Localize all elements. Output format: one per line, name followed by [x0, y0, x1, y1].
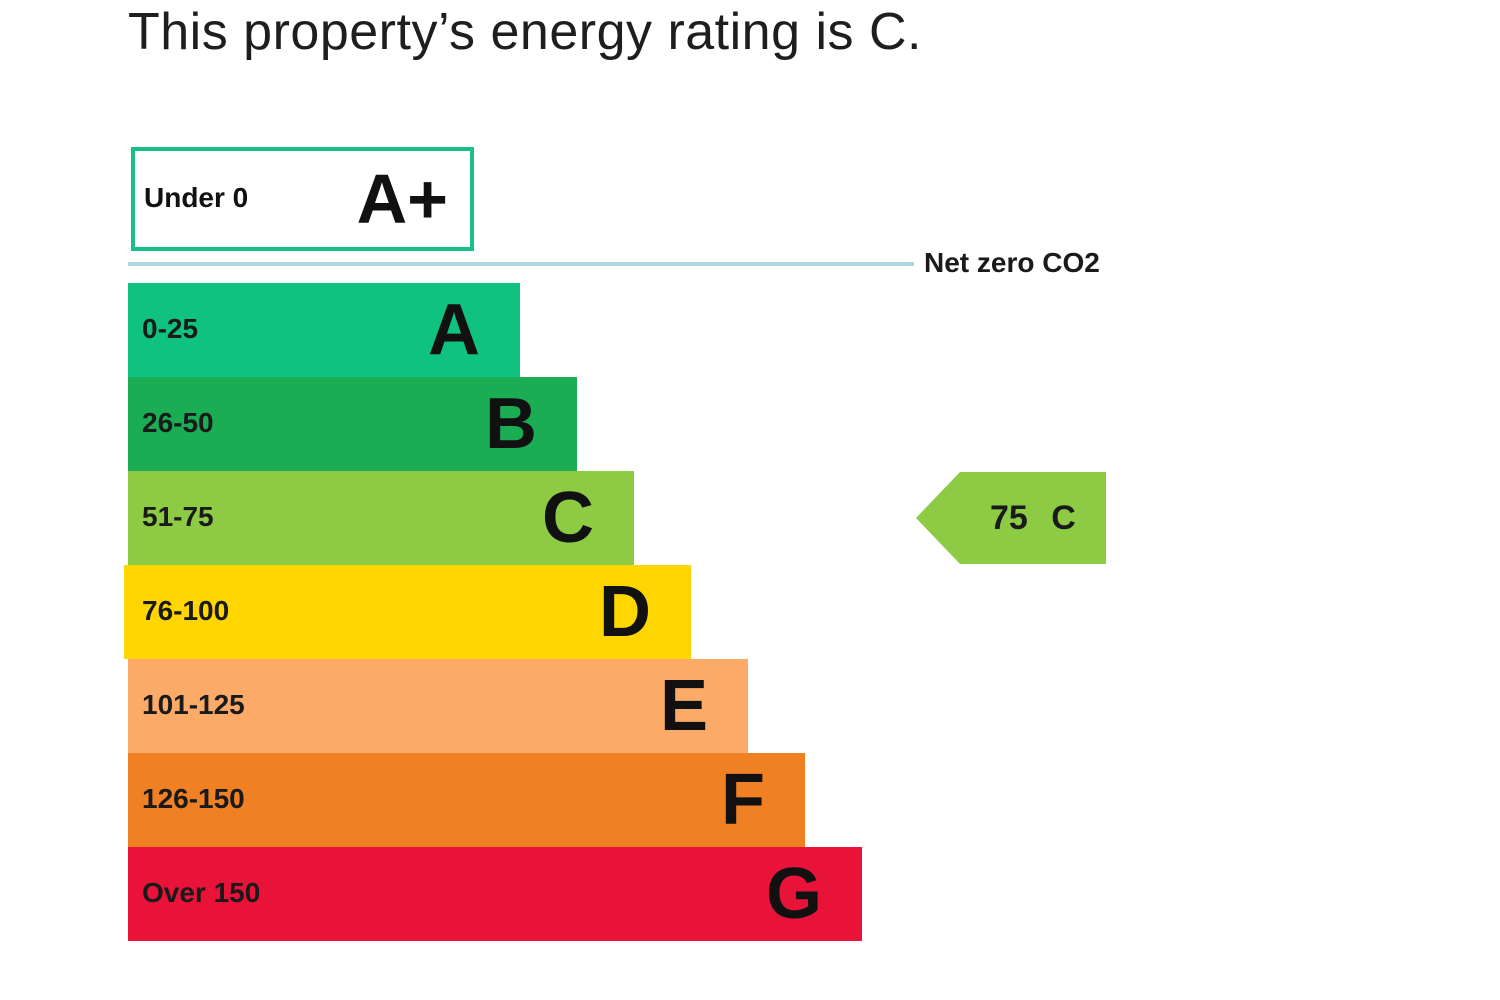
band-d: 76-100 D — [124, 565, 691, 659]
band-f: 126-150 F — [128, 753, 805, 847]
band-d-letter: D — [599, 572, 651, 652]
current-rating-arrow — [916, 472, 1106, 564]
band-b-range: 26-50 — [142, 407, 214, 438]
band-a-letter: A — [428, 290, 480, 370]
band-a: 0-25 A — [128, 283, 520, 377]
band-e-range: 101-125 — [142, 689, 245, 720]
band-e-letter: E — [659, 666, 708, 746]
band-g: Over 150 G — [128, 847, 862, 941]
band-b-letter: B — [485, 384, 537, 464]
band-a-plus-range: Under 0 — [144, 182, 249, 213]
band-f-letter: F — [721, 760, 765, 840]
band-g-range: Over 150 — [142, 877, 261, 908]
net-zero-label: Net zero CO2 — [924, 247, 1100, 278]
band-c-range: 51-75 — [142, 501, 214, 532]
band-a-range: 0-25 — [142, 313, 199, 344]
net-zero-line — [128, 262, 914, 266]
current-rating-letter: C — [1051, 499, 1076, 537]
band-b: 26-50 B — [128, 377, 577, 471]
band-g-letter: G — [765, 854, 822, 934]
band-c-letter: C — [542, 478, 594, 558]
page-title: This property’s energy rating is C. — [128, 3, 922, 61]
current-rating-label: 75 C — [990, 499, 1076, 538]
band-a-plus: Under 0 A+ — [131, 147, 474, 251]
current-rating-score: 75 — [990, 499, 1028, 537]
band-a-plus-letter: A+ — [356, 160, 448, 238]
band-d-range: 76-100 — [142, 595, 230, 626]
band-c: 51-75 C — [128, 471, 634, 565]
current-rating-marker: 75 C — [916, 472, 1106, 564]
band-e: 101-125 E — [128, 659, 748, 753]
band-f-range: 126-150 — [142, 783, 245, 814]
